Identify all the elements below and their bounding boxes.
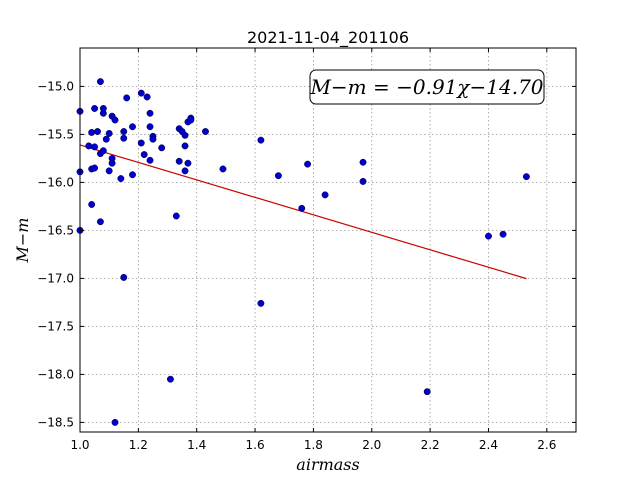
data-point xyxy=(181,167,189,175)
data-point xyxy=(111,116,119,124)
data-point xyxy=(184,159,192,167)
data-point xyxy=(120,273,128,281)
data-point xyxy=(202,128,209,135)
data-point xyxy=(257,299,265,307)
y-tick-label: −18.5 xyxy=(37,415,74,429)
chart-title: 2021-11-04_201106 xyxy=(247,28,409,48)
data-point xyxy=(321,191,329,199)
data-point xyxy=(85,142,93,150)
data-point xyxy=(120,128,128,135)
data-point xyxy=(129,123,136,131)
y-axis-label: M−m xyxy=(13,218,32,264)
x-tick-label: 2.2 xyxy=(421,438,440,452)
data-point xyxy=(172,212,180,220)
y-tick-label: −15.5 xyxy=(37,127,74,141)
data-point xyxy=(105,129,113,137)
data-point xyxy=(91,143,99,151)
data-points xyxy=(76,78,530,426)
data-point xyxy=(298,204,306,212)
y-tick-label: −18.0 xyxy=(37,367,74,381)
data-point xyxy=(149,135,157,143)
data-point xyxy=(102,135,110,143)
grid xyxy=(79,48,576,432)
x-tick-label: 2.6 xyxy=(537,438,556,452)
y-tick-label: −17.0 xyxy=(37,271,74,285)
data-point xyxy=(143,93,151,101)
x-tick-label: 1.8 xyxy=(304,438,323,452)
y-tick-label: −15.0 xyxy=(37,79,74,93)
fit-line xyxy=(79,144,527,280)
y-tick-label: −17.5 xyxy=(37,319,74,333)
data-point xyxy=(137,89,145,97)
data-point xyxy=(88,129,96,136)
data-point xyxy=(274,172,282,180)
data-point xyxy=(108,159,116,167)
y-tick-label: −16.0 xyxy=(37,175,74,189)
data-point xyxy=(111,418,119,426)
data-point xyxy=(88,201,96,208)
data-point xyxy=(166,375,174,383)
equation-box xyxy=(309,69,545,105)
data-point xyxy=(99,105,107,112)
x-tick-label: 1.6 xyxy=(246,438,265,452)
data-point xyxy=(91,105,99,112)
fit-line-layer xyxy=(79,144,527,280)
data-point xyxy=(175,157,183,165)
equation-annotation: M−m = −0.91χ−14.70 xyxy=(309,69,545,105)
data-point xyxy=(129,171,136,179)
data-point xyxy=(96,78,104,86)
data-point xyxy=(94,128,101,135)
data-point xyxy=(140,151,148,159)
data-point xyxy=(359,158,367,166)
plot-frame xyxy=(79,47,577,433)
data-point xyxy=(137,139,145,147)
x-tick-label: 1.0 xyxy=(70,438,89,452)
data-point xyxy=(117,175,125,183)
data-point xyxy=(187,116,195,124)
data-point xyxy=(522,173,530,181)
data-point xyxy=(181,131,189,139)
data-point xyxy=(146,156,154,164)
x-tick-label: 1.4 xyxy=(187,438,206,452)
data-point xyxy=(105,167,113,175)
data-point xyxy=(485,232,492,240)
data-point xyxy=(359,177,367,185)
data-point xyxy=(99,147,107,155)
x-tick-label: 1.2 xyxy=(129,438,148,452)
data-point xyxy=(219,165,227,173)
y-tick-label: −16.5 xyxy=(37,223,74,237)
x-tick-label: 2.0 xyxy=(362,438,381,452)
equation-text: M−m = −0.91χ−14.70 xyxy=(309,75,543,99)
data-point xyxy=(304,160,312,168)
data-point xyxy=(181,142,189,150)
data-point xyxy=(146,123,154,131)
x-axis-label: airmass xyxy=(296,455,359,474)
data-point xyxy=(423,388,431,396)
ticks: 1.0 1.2 1.4 1.6 1.8 2.0 2.2 2.4 2.6 −15.0 −15.5 −16… xyxy=(37,48,576,452)
x-tick-label: 2.4 xyxy=(479,438,498,452)
data-point xyxy=(120,134,128,142)
data-point xyxy=(499,230,507,238)
data-point xyxy=(96,218,104,226)
data-point xyxy=(91,164,99,172)
data-point xyxy=(146,109,154,117)
data-point xyxy=(158,144,166,152)
data-point xyxy=(123,94,131,102)
data-point xyxy=(257,136,265,144)
